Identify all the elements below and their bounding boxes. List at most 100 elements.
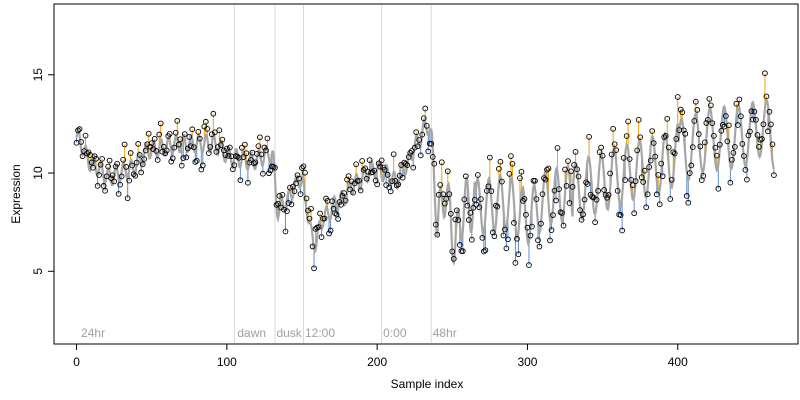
data-point	[577, 207, 583, 213]
data-point	[611, 141, 618, 148]
data-point	[285, 200, 292, 206]
data-point	[572, 148, 579, 155]
data-point	[604, 194, 610, 201]
data-point	[151, 135, 158, 142]
data-point	[529, 223, 535, 230]
data-point	[599, 152, 606, 159]
data-point	[568, 168, 574, 175]
data-point	[736, 96, 743, 103]
y-axis-label: Expression	[9, 164, 23, 223]
data-point	[733, 100, 740, 107]
data-point	[315, 224, 322, 230]
data-point	[393, 182, 400, 189]
data-point	[533, 196, 540, 202]
data-point	[178, 162, 185, 169]
data-point	[309, 243, 316, 250]
data-point	[291, 188, 298, 194]
data-point	[302, 169, 308, 176]
data-point	[571, 162, 577, 168]
data-point	[509, 160, 516, 167]
data-point	[432, 221, 439, 228]
data-point	[329, 198, 335, 205]
data-point	[710, 133, 717, 139]
data-point	[709, 120, 716, 127]
data-point	[192, 159, 199, 165]
data-point	[667, 196, 674, 202]
data-point	[487, 154, 493, 161]
data-point	[762, 70, 768, 77]
data-point	[605, 192, 612, 198]
data-point	[174, 118, 181, 124]
data-point	[614, 187, 621, 194]
data-point	[658, 160, 665, 167]
data-point	[142, 147, 149, 154]
data-point	[560, 222, 567, 229]
data-point	[359, 158, 365, 164]
data-point	[88, 159, 95, 166]
data-point	[575, 173, 582, 180]
data-point	[640, 179, 647, 185]
data-point	[243, 150, 250, 157]
data-point	[288, 201, 295, 208]
data-point	[578, 216, 585, 223]
data-point	[760, 121, 767, 128]
data-point	[562, 166, 568, 173]
data-point	[715, 185, 722, 192]
data-point	[384, 171, 391, 178]
data-point	[204, 126, 211, 132]
data-point	[79, 153, 86, 160]
data-point	[508, 153, 514, 159]
data-point	[264, 135, 271, 142]
data-point	[213, 149, 220, 155]
data-point	[644, 191, 651, 198]
data-point	[532, 177, 538, 184]
data-point	[306, 215, 313, 222]
data-point	[623, 133, 630, 139]
data-point	[713, 152, 720, 159]
data-point	[417, 152, 424, 159]
data-point	[103, 173, 110, 180]
data-point	[453, 207, 460, 214]
data-point	[726, 122, 732, 129]
data-point	[130, 171, 137, 178]
data-point	[695, 131, 702, 137]
data-point	[527, 232, 534, 239]
data-point	[673, 135, 680, 142]
data-point	[78, 139, 84, 145]
data-point	[488, 188, 495, 195]
data-point	[465, 217, 472, 223]
data-point	[148, 140, 155, 146]
data-point	[136, 151, 143, 158]
data-point	[514, 235, 520, 242]
data-point	[106, 157, 113, 164]
data-point	[638, 174, 645, 181]
data-point	[240, 154, 247, 160]
data-point	[381, 166, 388, 173]
data-point	[172, 129, 179, 136]
data-point	[231, 162, 238, 169]
data-point	[263, 147, 269, 154]
data-point	[416, 137, 423, 143]
data-point	[102, 187, 108, 194]
data-point	[390, 151, 397, 158]
data-point	[565, 158, 571, 164]
data-point	[763, 93, 770, 100]
data-point	[592, 219, 598, 226]
data-point	[109, 172, 116, 179]
data-point	[248, 157, 254, 163]
data-point	[242, 141, 248, 148]
data-point	[499, 178, 505, 185]
data-point	[96, 172, 102, 178]
data-point	[539, 191, 546, 198]
data-point	[661, 134, 668, 140]
data-point	[496, 166, 502, 172]
data-point	[586, 134, 592, 140]
data-point	[610, 125, 616, 132]
data-point	[252, 159, 259, 166]
data-point	[574, 166, 580, 173]
data-point	[459, 248, 466, 254]
data-point	[411, 144, 418, 151]
data-point	[754, 132, 761, 138]
data-point	[311, 265, 317, 272]
data-point	[404, 162, 411, 169]
